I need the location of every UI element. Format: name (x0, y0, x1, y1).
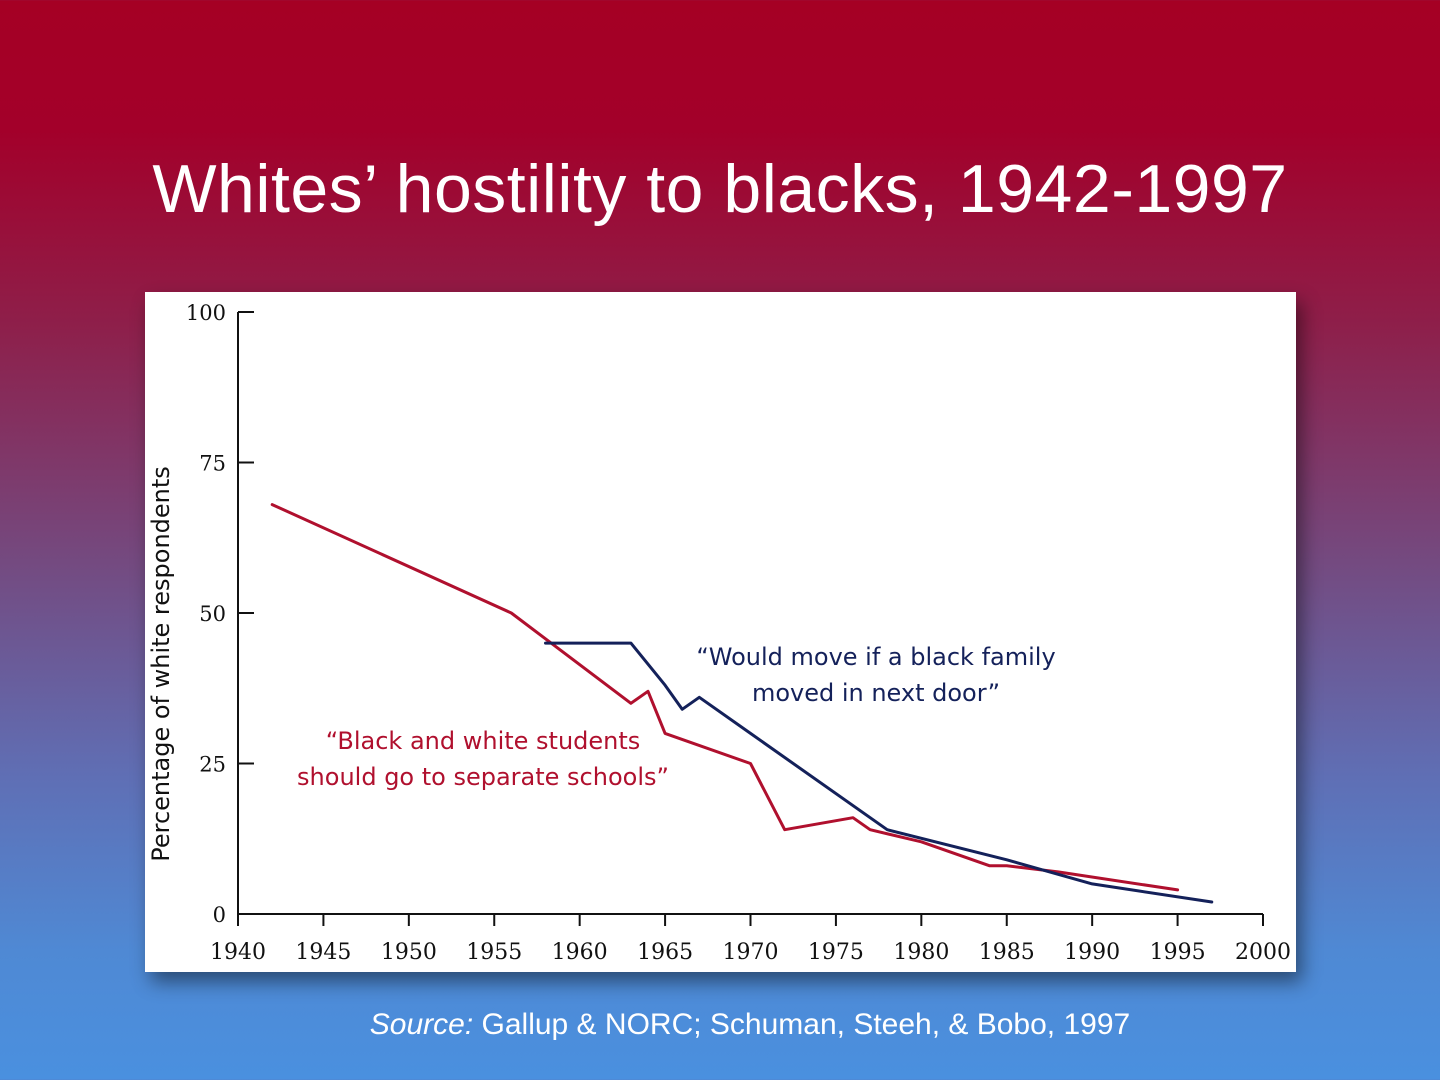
y-tick-label-100: 100 (186, 301, 226, 325)
chart-series (270, 503, 1214, 904)
x-tick-label-1950: 1950 (381, 940, 437, 965)
series-label-0-line-0: “Black and white students (326, 727, 641, 755)
slide-title: Whites’ hostility to blacks, 1942-1997 (152, 151, 1288, 227)
series-label-1-line-0: “Would move if a black family (696, 643, 1055, 671)
series-label-1-line-1: moved in next door” (752, 679, 1000, 707)
x-tick-label-1945: 1945 (295, 940, 351, 965)
y-tick-label-75: 75 (199, 452, 226, 476)
y-tick-label-0: 0 (213, 903, 226, 927)
source-label: Source: (369, 1008, 474, 1041)
series-label-0-line-1: should go to separate schools” (297, 763, 669, 791)
x-tick-label-1955: 1955 (466, 940, 522, 965)
x-tick-label-1985: 1985 (979, 940, 1035, 965)
x-tick-label-1965: 1965 (637, 940, 693, 965)
x-tick-label-1990: 1990 (1064, 940, 1120, 965)
source-citation: Source: Gallup & NORC; Schuman, Steeh, &… (0, 1008, 1440, 1042)
x-tick-label-1960: 1960 (552, 940, 608, 965)
series-line-1 (544, 641, 1214, 904)
x-tick-label-1995: 1995 (1150, 940, 1206, 965)
y-axis-label: Percentage of white respondents (147, 466, 175, 862)
y-tick-label-50: 50 (199, 602, 226, 626)
x-tick-label-1970: 1970 (723, 940, 779, 965)
x-tick-label-1940: 1940 (210, 940, 266, 965)
source-text: Gallup & NORC; Schuman, Steeh, & Bobo, 1… (473, 1008, 1131, 1041)
x-tick-label-1980: 1980 (893, 940, 949, 965)
x-tick-label-2000: 2000 (1235, 940, 1291, 965)
line-chart: 0 25 50 75 100 1940 1945 1950 1955 1960 1965 1970 19… (147, 301, 1291, 965)
x-tick-label-1975: 1975 (808, 940, 864, 965)
chart-card: 0 25 50 75 100 1940 1945 1950 1955 1960 1965 1970 19… (145, 292, 1296, 972)
chart-series-labels: “Black and white students should go to se… (297, 643, 1056, 791)
series-line-0 (270, 503, 1180, 892)
chart-axes: 0 25 50 75 100 1940 1945 1950 1955 1960 1965 1970 19… (186, 301, 1291, 965)
y-tick-label-25: 25 (199, 753, 226, 777)
